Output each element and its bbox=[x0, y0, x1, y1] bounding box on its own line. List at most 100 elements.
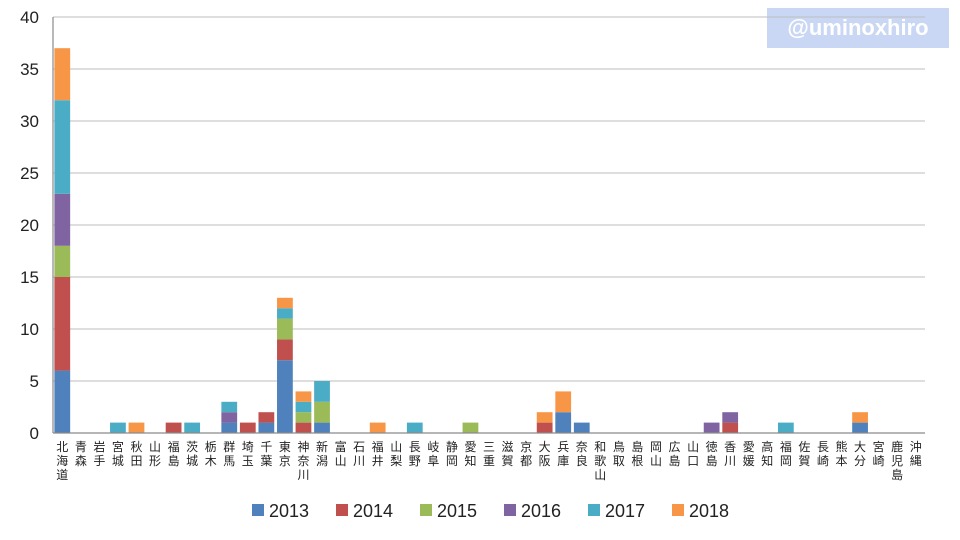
bar-segment-2016 bbox=[703, 422, 720, 433]
bar-segment-2018 bbox=[555, 391, 572, 413]
x-category-label: 福岡 bbox=[780, 439, 792, 468]
x-category-label: 滋賀 bbox=[502, 440, 514, 468]
x-category-label: 秋田 bbox=[130, 440, 142, 468]
x-category-label: 長野 bbox=[409, 440, 421, 468]
x-category-label: 和歌山 bbox=[594, 440, 606, 482]
x-category-label: 鳥取 bbox=[613, 439, 625, 468]
x-category-label: 京都 bbox=[520, 440, 532, 468]
x-category-label: 鹿児島 bbox=[891, 439, 903, 482]
bar-segment-2018 bbox=[295, 391, 312, 402]
legend-swatch-2015 bbox=[420, 504, 432, 516]
x-category-label: 東京 bbox=[279, 440, 291, 468]
legend-label-2013: 2013 bbox=[269, 501, 309, 521]
bar-segment-2018 bbox=[128, 422, 145, 433]
x-category-label: 佐賀 bbox=[798, 440, 810, 468]
x-category-label: 沖縄 bbox=[910, 440, 922, 468]
x-category-label: 岩手 bbox=[93, 439, 105, 468]
x-category-label: 石川 bbox=[353, 440, 365, 468]
x-category-label: 大阪 bbox=[539, 440, 551, 468]
bar-segment-2015 bbox=[54, 245, 71, 277]
bar-segment-2014 bbox=[165, 422, 182, 433]
x-axis bbox=[52, 17, 925, 434]
legend-swatch-2014 bbox=[336, 504, 348, 516]
x-category-label: 岡山 bbox=[650, 440, 662, 468]
x-category-label: 山形 bbox=[149, 440, 161, 468]
bars bbox=[54, 48, 868, 433]
bar-segment-2014 bbox=[258, 412, 275, 423]
bar-segment-2015 bbox=[277, 318, 293, 340]
x-category-label: 福井 bbox=[372, 439, 384, 468]
x-category-label: 静岡 bbox=[446, 440, 458, 468]
x-category-label: 島根 bbox=[631, 439, 643, 468]
x-category-label: 愛媛 bbox=[743, 440, 755, 468]
bar-segment-2018 bbox=[852, 412, 868, 423]
bar-segment-2015 bbox=[295, 412, 312, 423]
x-category-label: 茨城 bbox=[186, 440, 198, 468]
x-category-label: 山梨 bbox=[390, 440, 402, 468]
x-category-label: 宮城 bbox=[112, 439, 124, 468]
bar-segment-2017 bbox=[184, 422, 201, 433]
bar-segment-2014 bbox=[277, 339, 293, 361]
bar-segment-2017 bbox=[777, 422, 794, 433]
legend-label-2017: 2017 bbox=[605, 501, 645, 521]
bar-segment-2017 bbox=[314, 381, 330, 402]
y-tick-label: 10 bbox=[20, 320, 39, 339]
x-category-label: 広島 bbox=[669, 440, 681, 468]
y-tick-label: 0 bbox=[30, 424, 39, 443]
bar-segment-2013 bbox=[314, 422, 330, 433]
bar-segment-2013 bbox=[555, 412, 572, 433]
y-tick-label: 35 bbox=[20, 60, 39, 79]
x-category-label: 福島 bbox=[168, 439, 180, 468]
legend-swatch-2016 bbox=[504, 504, 516, 516]
x-category-label: 香川 bbox=[724, 440, 736, 468]
y-tick-label: 40 bbox=[20, 8, 39, 27]
x-category-label: 愛知 bbox=[464, 440, 476, 468]
x-category-label: 青森 bbox=[75, 440, 87, 468]
legend-label-2014: 2014 bbox=[353, 501, 393, 521]
legend: 2013 2014 2015 2016 2017 2018 bbox=[252, 501, 729, 521]
bar-segment-2014 bbox=[295, 422, 312, 433]
bar-segment-2013 bbox=[573, 422, 590, 433]
x-category-label: 栃木 bbox=[205, 440, 217, 468]
legend-label-2016: 2016 bbox=[521, 501, 561, 521]
bar-segment-2013 bbox=[258, 422, 275, 433]
y-tick-label: 15 bbox=[20, 268, 39, 287]
bar-segment-2016 bbox=[54, 193, 71, 246]
bar-segment-2017 bbox=[221, 401, 238, 413]
x-category-label: 新潟 bbox=[316, 439, 328, 468]
x-axis-category-labels: 北海道青森岩手宮城秋田山形福島茨城栃木群馬埼玉千葉東京神奈川新潟富山石川福井山梨… bbox=[56, 439, 921, 482]
x-category-label: 富山 bbox=[335, 439, 347, 468]
bar-segment-2014 bbox=[722, 422, 739, 433]
bar-segment-2014 bbox=[239, 422, 256, 433]
x-category-label: 北海道 bbox=[56, 440, 68, 482]
x-category-label: 群馬 bbox=[223, 440, 235, 468]
x-category-label: 高知 bbox=[761, 439, 773, 468]
bar-segment-2013 bbox=[221, 422, 238, 433]
legend-swatch-2017 bbox=[588, 504, 600, 516]
bar-segment-2018 bbox=[54, 48, 71, 101]
x-category-label: 山口 bbox=[687, 440, 699, 468]
gridlines bbox=[53, 16, 925, 434]
x-category-label: 奈良 bbox=[576, 440, 588, 468]
x-category-label: 埼玉 bbox=[242, 440, 254, 468]
x-category-label: 千葉 bbox=[260, 440, 272, 468]
bar-segment-2018 bbox=[277, 297, 293, 309]
legend-swatch-2013 bbox=[252, 504, 264, 516]
watermark: @uminoxhiro bbox=[767, 8, 949, 48]
y-tick-label: 5 bbox=[30, 372, 39, 391]
bar-segment-2016 bbox=[722, 412, 739, 423]
bar-segment-2015 bbox=[462, 422, 479, 433]
x-category-label: 神奈川 bbox=[297, 440, 309, 482]
x-category-label: 熊本 bbox=[836, 439, 848, 468]
x-category-label: 長崎 bbox=[817, 440, 829, 468]
x-category-label: 宮崎 bbox=[873, 439, 885, 468]
x-category-label: 兵庫 bbox=[557, 440, 569, 468]
bar-segment-2018 bbox=[369, 422, 386, 433]
y-tick-label: 25 bbox=[20, 164, 39, 183]
bar-segment-2016 bbox=[221, 412, 238, 423]
bar-segment-2017 bbox=[295, 401, 312, 413]
x-category-label: 岐阜 bbox=[427, 440, 439, 468]
y-tick-label: 20 bbox=[20, 216, 39, 235]
bar-segment-2015 bbox=[314, 401, 330, 423]
